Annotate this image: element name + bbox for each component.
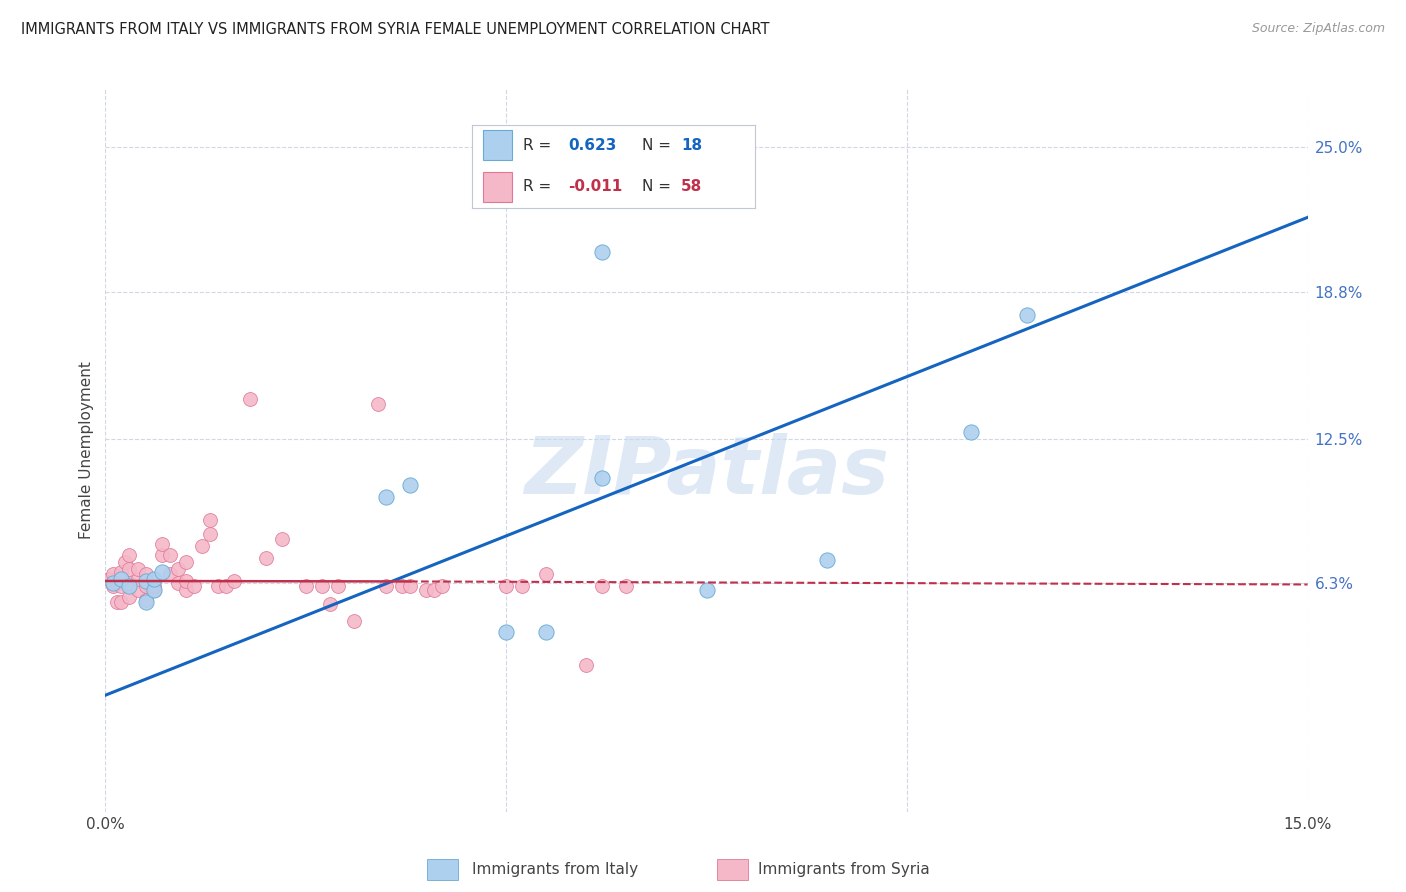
Point xyxy=(183,579,205,593)
Point xyxy=(374,579,398,593)
Point xyxy=(118,576,141,591)
Point xyxy=(135,595,157,609)
Point xyxy=(174,583,197,598)
Point xyxy=(142,579,165,593)
Point xyxy=(103,566,125,581)
Point xyxy=(591,579,613,593)
Text: ZIPatlas: ZIPatlas xyxy=(524,434,889,511)
Point xyxy=(198,513,221,527)
Text: IMMIGRANTS FROM ITALY VS IMMIGRANTS FROM SYRIA FEMALE UNEMPLOYMENT CORRELATION C: IMMIGRANTS FROM ITALY VS IMMIGRANTS FROM… xyxy=(21,22,769,37)
FancyBboxPatch shape xyxy=(484,130,512,161)
Point xyxy=(815,553,838,567)
Point xyxy=(103,579,125,593)
Point xyxy=(166,576,188,591)
Y-axis label: Female Unemployment: Female Unemployment xyxy=(79,361,94,540)
Point xyxy=(174,574,197,588)
Point xyxy=(107,576,129,591)
Point xyxy=(110,579,132,593)
Point xyxy=(295,579,318,593)
Point xyxy=(575,657,598,672)
Text: N =: N = xyxy=(641,137,671,153)
Point xyxy=(159,549,181,563)
Point xyxy=(135,574,157,588)
Text: 18: 18 xyxy=(681,137,702,153)
Point xyxy=(159,566,181,581)
Point xyxy=(114,555,136,569)
Point xyxy=(214,579,236,593)
Point xyxy=(207,579,229,593)
Point xyxy=(107,595,129,609)
Text: 58: 58 xyxy=(681,179,703,194)
Text: 0.623: 0.623 xyxy=(568,137,616,153)
Point xyxy=(166,562,188,576)
Point xyxy=(127,562,149,576)
Point xyxy=(118,549,141,563)
Point xyxy=(415,583,437,598)
Point xyxy=(399,579,422,593)
Point xyxy=(591,471,613,485)
Point xyxy=(150,565,173,579)
Point xyxy=(118,591,141,605)
Point xyxy=(150,549,173,563)
Point xyxy=(270,532,292,546)
Point xyxy=(367,397,389,411)
Point xyxy=(495,579,517,593)
Point xyxy=(198,527,221,541)
Point xyxy=(142,572,165,586)
Text: Source: ZipAtlas.com: Source: ZipAtlas.com xyxy=(1251,22,1385,36)
Point xyxy=(254,550,277,565)
Point xyxy=(118,579,141,593)
Text: Immigrants from Syria: Immigrants from Syria xyxy=(758,863,929,877)
Point xyxy=(960,425,983,439)
Point xyxy=(510,579,533,593)
Point xyxy=(399,478,422,492)
Point xyxy=(534,566,557,581)
Point xyxy=(591,245,613,260)
Point xyxy=(423,583,446,598)
Text: Immigrants from Italy: Immigrants from Italy xyxy=(472,863,638,877)
Point xyxy=(174,555,197,569)
Point xyxy=(222,574,245,588)
Point xyxy=(135,566,157,581)
Point xyxy=(319,597,342,611)
Point xyxy=(150,537,173,551)
Point xyxy=(127,572,149,586)
Point xyxy=(495,625,517,640)
Point xyxy=(190,539,212,553)
Point xyxy=(110,572,132,586)
Point xyxy=(239,392,262,407)
Point xyxy=(430,579,453,593)
Text: R =: R = xyxy=(523,137,551,153)
Point xyxy=(98,572,121,586)
Point xyxy=(343,614,366,628)
Point xyxy=(311,579,333,593)
Point xyxy=(118,562,141,576)
Point xyxy=(1017,308,1039,322)
Point xyxy=(127,583,149,598)
Point xyxy=(616,579,638,593)
Point xyxy=(391,579,413,593)
Point xyxy=(110,565,132,579)
Point xyxy=(142,583,165,598)
Point xyxy=(142,583,165,598)
Point xyxy=(534,625,557,640)
Point xyxy=(374,490,398,504)
Point xyxy=(696,583,718,598)
Text: R =: R = xyxy=(523,179,551,194)
Point xyxy=(110,595,132,609)
Point xyxy=(135,592,157,607)
Text: -0.011: -0.011 xyxy=(568,179,623,194)
Point xyxy=(103,576,125,591)
FancyBboxPatch shape xyxy=(484,172,512,202)
Text: N =: N = xyxy=(641,179,671,194)
Point xyxy=(135,579,157,593)
Point xyxy=(326,579,349,593)
